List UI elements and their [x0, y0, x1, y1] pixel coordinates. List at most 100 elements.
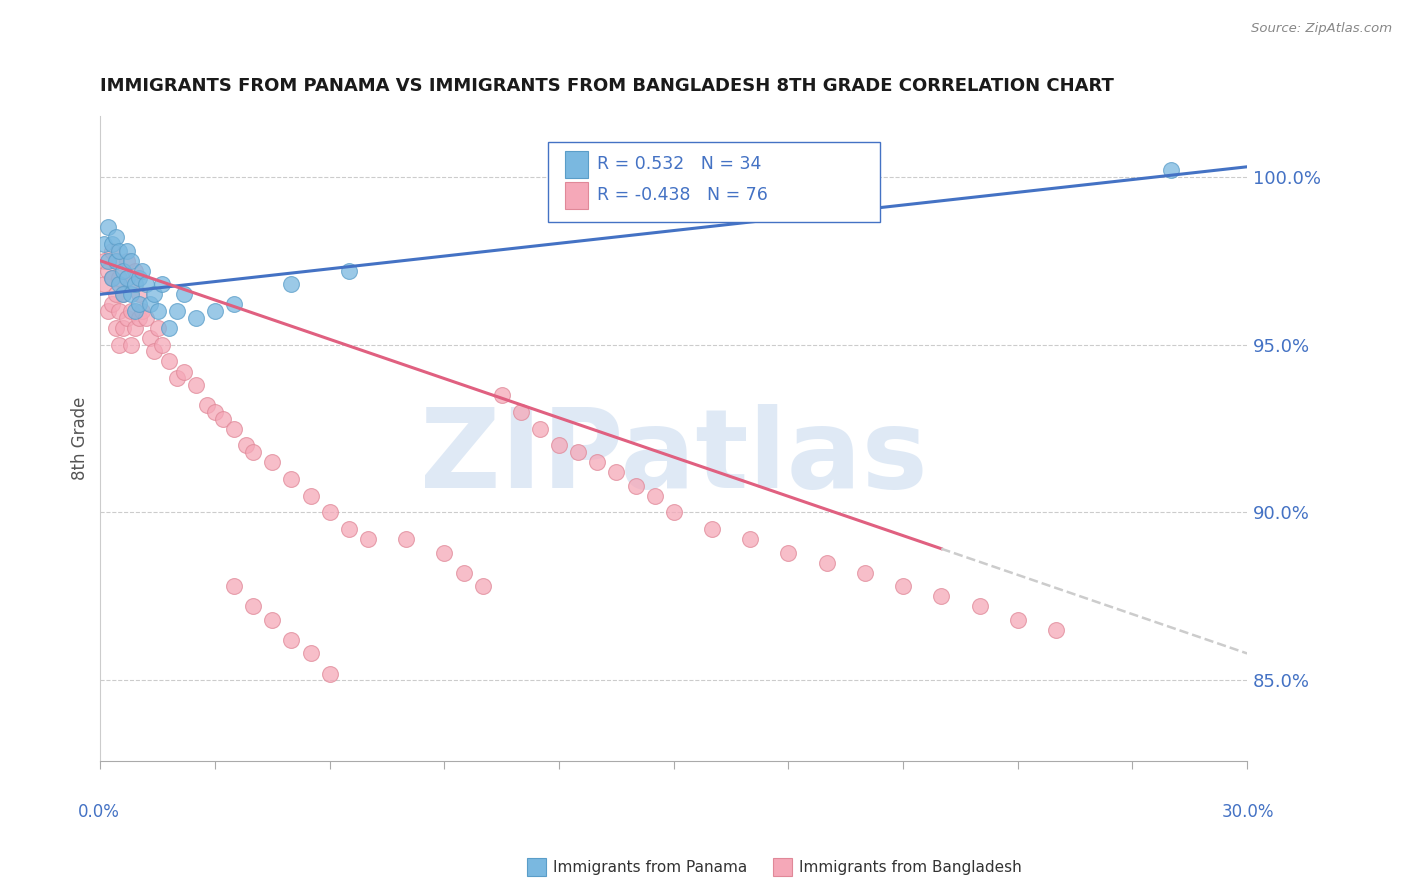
Point — [135, 310, 157, 325]
Point — [101, 270, 124, 285]
Point — [112, 264, 135, 278]
Point — [120, 277, 142, 292]
Point — [853, 566, 876, 580]
Point — [548, 438, 571, 452]
Point — [1160, 163, 1182, 178]
Point — [299, 647, 322, 661]
Point — [135, 277, 157, 292]
Text: Immigrants from Panama: Immigrants from Panama — [553, 860, 747, 874]
Point — [166, 304, 188, 318]
Point — [1045, 623, 1067, 637]
Point — [120, 253, 142, 268]
Point — [433, 546, 456, 560]
Point — [108, 337, 131, 351]
Point — [104, 253, 127, 268]
Point — [120, 337, 142, 351]
Text: Immigrants from Bangladesh: Immigrants from Bangladesh — [799, 860, 1021, 874]
Point — [104, 287, 127, 301]
Point — [150, 337, 173, 351]
Text: Source: ZipAtlas.com: Source: ZipAtlas.com — [1251, 22, 1392, 36]
Point — [104, 253, 127, 268]
Point — [262, 613, 284, 627]
Text: 30.0%: 30.0% — [1222, 803, 1275, 821]
Point — [197, 398, 219, 412]
Point — [120, 304, 142, 318]
Point — [969, 599, 991, 614]
Point — [204, 304, 226, 318]
Point — [157, 321, 180, 335]
Text: IMMIGRANTS FROM PANAMA VS IMMIGRANTS FROM BANGLADESH 8TH GRADE CORRELATION CHART: IMMIGRANTS FROM PANAMA VS IMMIGRANTS FRO… — [100, 78, 1114, 95]
Point — [108, 270, 131, 285]
Bar — [773, 858, 792, 876]
Point — [131, 264, 153, 278]
Point — [146, 304, 169, 318]
Point — [128, 310, 150, 325]
Point — [242, 599, 264, 614]
Point — [112, 321, 135, 335]
Y-axis label: 8th Grade: 8th Grade — [72, 397, 89, 480]
Point — [224, 421, 246, 435]
Point — [124, 304, 146, 318]
Point — [101, 270, 124, 285]
Point — [624, 478, 647, 492]
Point — [97, 264, 120, 278]
Point — [662, 506, 685, 520]
Point — [567, 445, 589, 459]
Point — [115, 244, 138, 258]
Point — [97, 220, 120, 235]
Point — [93, 253, 115, 268]
Point — [262, 455, 284, 469]
Point — [280, 633, 302, 648]
Point — [491, 388, 513, 402]
Point — [131, 304, 153, 318]
Point — [115, 270, 138, 285]
Bar — [565, 151, 588, 178]
Point — [891, 579, 914, 593]
Point — [319, 506, 342, 520]
Bar — [527, 858, 546, 876]
Point — [124, 321, 146, 335]
Point — [97, 304, 120, 318]
Point — [124, 277, 146, 292]
Point — [453, 566, 475, 580]
Point — [184, 310, 207, 325]
Point — [93, 237, 115, 252]
Point — [142, 344, 165, 359]
Point — [128, 287, 150, 301]
Point — [128, 270, 150, 285]
Point — [357, 533, 380, 547]
Point — [115, 310, 138, 325]
Point — [115, 253, 138, 268]
Point — [97, 253, 120, 268]
FancyBboxPatch shape — [547, 142, 880, 222]
Point — [104, 321, 127, 335]
Text: R = -0.438   N = 76: R = -0.438 N = 76 — [598, 186, 768, 204]
Point — [644, 489, 666, 503]
Point — [101, 297, 124, 311]
Point — [280, 472, 302, 486]
Point — [1007, 613, 1029, 627]
Point — [700, 522, 723, 536]
Point — [173, 287, 195, 301]
Point — [509, 405, 531, 419]
Point — [471, 579, 494, 593]
Point — [242, 445, 264, 459]
Point — [124, 264, 146, 278]
Point — [224, 579, 246, 593]
Point — [142, 287, 165, 301]
Point — [104, 230, 127, 244]
Point — [139, 297, 162, 311]
Point — [280, 277, 302, 292]
Text: ZIPatlas: ZIPatlas — [420, 404, 928, 511]
Point — [211, 411, 233, 425]
Point — [112, 287, 135, 301]
Point — [235, 438, 257, 452]
Point — [586, 455, 609, 469]
Point — [299, 489, 322, 503]
Point — [173, 364, 195, 378]
Point — [166, 371, 188, 385]
Point — [120, 287, 142, 301]
Point — [108, 244, 131, 258]
Point — [101, 244, 124, 258]
Point — [778, 546, 800, 560]
